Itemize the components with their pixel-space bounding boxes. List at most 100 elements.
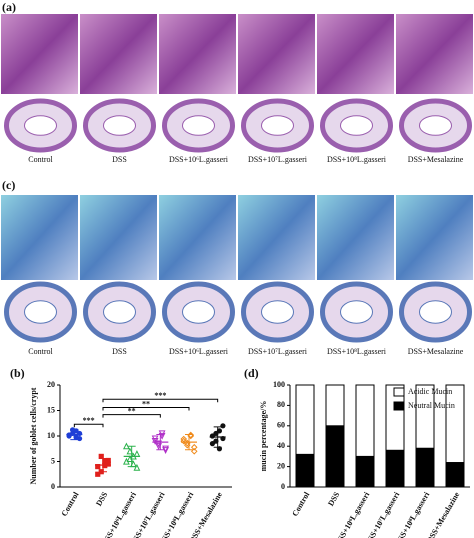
bar-segment <box>385 384 405 451</box>
legend-label: Acidic Mucin <box>408 387 452 396</box>
histology-image <box>317 195 394 280</box>
histology-image <box>80 14 157 94</box>
bar-segment <box>295 453 315 488</box>
data-point <box>133 463 141 471</box>
error-bar <box>185 433 193 451</box>
image-label: DSS+Mesalazine <box>408 155 464 164</box>
lumen <box>261 300 294 324</box>
data-point <box>151 435 159 443</box>
bar-segment <box>355 384 375 457</box>
image-label: DSS <box>112 347 127 356</box>
x-tick-label: DSS+Mesalazine <box>425 490 462 538</box>
significance-label: *** <box>83 416 95 425</box>
y-tick-label: 20 <box>277 461 285 470</box>
bar-segment <box>325 425 345 488</box>
bar-segment <box>415 384 435 449</box>
y-axis-label: mucin percentage/% <box>259 401 268 472</box>
data-point <box>105 457 111 464</box>
bar-segment <box>385 449 405 488</box>
lumen <box>103 300 136 324</box>
y-tick-label: 40 <box>277 441 285 450</box>
error-bar <box>70 428 79 441</box>
y-tick-label: 20 <box>47 380 55 389</box>
bar-segment <box>445 462 465 488</box>
significance-bracket <box>102 398 219 403</box>
data-point <box>76 430 83 437</box>
significance-label: ** <box>128 406 136 415</box>
bar-segment <box>325 384 345 427</box>
image-label: DSS <box>112 155 127 164</box>
y-tick-label: 0 <box>281 482 285 491</box>
bar-segment <box>295 384 315 455</box>
histology-image <box>396 195 473 280</box>
error-bar <box>156 433 165 451</box>
lumen <box>182 300 215 324</box>
data-point <box>209 441 216 447</box>
error-bar <box>99 457 107 473</box>
significance-bracket <box>73 423 104 428</box>
x-tick-label: Control <box>60 490 81 518</box>
significance-label: *** <box>154 391 166 400</box>
histology-image <box>317 14 394 94</box>
histology-image <box>238 195 315 280</box>
image-label: DSS+10⁷L.gasseri <box>248 347 308 356</box>
data-point <box>190 443 198 451</box>
data-point <box>98 453 104 459</box>
image-label: DSS+10⁸L.gasseri <box>327 347 387 356</box>
lumen <box>261 115 294 136</box>
x-tick-label: Control <box>290 490 311 518</box>
image-label: DSS+10⁶L.gasseri <box>169 155 229 164</box>
bar-segment <box>355 455 375 488</box>
lumen <box>419 115 452 136</box>
image-label: Control <box>28 347 53 356</box>
data-point <box>162 447 169 454</box>
histology-image <box>159 195 236 280</box>
histology-image <box>238 14 315 94</box>
lumen <box>103 115 136 136</box>
panel-label: (b) <box>10 366 25 380</box>
y-tick-label: 5 <box>51 456 55 465</box>
panel-label: (d) <box>244 366 259 380</box>
image-label: DSS+10⁶L.gasseri <box>169 347 229 356</box>
legend-swatch <box>393 401 405 411</box>
image-label: DSS+Mesalazine <box>408 347 464 356</box>
y-tick-label: 100 <box>273 380 285 389</box>
data-point <box>95 464 101 470</box>
bar-segment <box>415 447 435 488</box>
image-label: Control <box>28 155 53 164</box>
histology-image <box>1 195 78 280</box>
y-tick-label: 80 <box>277 400 285 409</box>
data-point <box>102 458 108 465</box>
y-axis-label: Number of goblet cells/crypt <box>29 387 38 484</box>
histology-image <box>80 195 157 280</box>
image-label: DSS+10⁷L.gasseri <box>248 155 308 164</box>
lumen <box>182 115 215 136</box>
histology-image <box>159 14 236 94</box>
panel-label: (a) <box>2 0 16 14</box>
histology-image <box>1 14 78 94</box>
data-point <box>158 430 166 438</box>
y-tick-label: 0 <box>51 482 55 491</box>
significance-label: ** <box>142 399 150 408</box>
lumen <box>24 300 57 324</box>
lumen <box>340 115 373 136</box>
significance-bracket <box>102 406 190 411</box>
histology-image <box>396 14 473 94</box>
data-point <box>162 445 169 453</box>
data-point <box>133 450 141 457</box>
error-bar <box>213 426 222 448</box>
bar-segment <box>445 384 465 464</box>
lumen <box>340 300 373 324</box>
lumen <box>24 115 57 136</box>
x-tick-label: DSS <box>94 490 109 508</box>
data-point <box>95 471 101 477</box>
data-point <box>190 447 198 455</box>
legend-swatch <box>393 387 405 397</box>
image-label: DSS+10⁸L.gasseri <box>327 155 387 164</box>
data-point <box>105 461 111 467</box>
legend-label: Neutral Mucin <box>408 401 455 410</box>
panel-label: (c) <box>2 178 15 192</box>
error-bar <box>127 445 136 468</box>
y-tick-label: 10 <box>47 431 55 440</box>
